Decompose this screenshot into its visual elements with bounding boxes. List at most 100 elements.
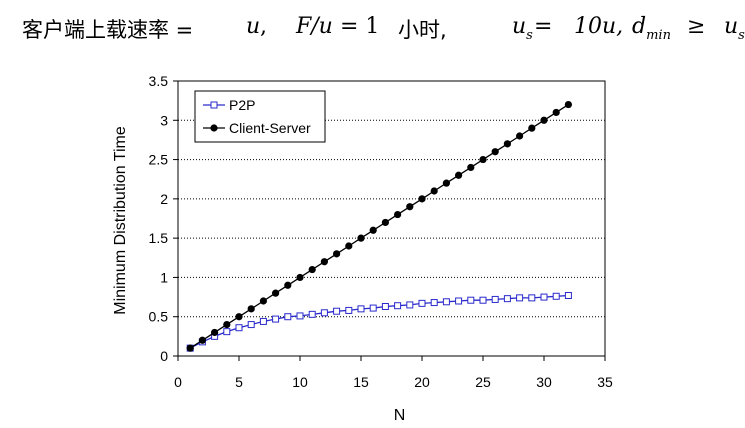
legend-client-server-marker — [210, 124, 218, 132]
p2p-point — [296, 312, 304, 320]
x-tick-label: 0 — [174, 374, 182, 390]
geq-sign: ≥ — [687, 14, 706, 39]
legend-p2p-marker — [210, 101, 218, 109]
y-tick-label: 2 — [160, 191, 168, 207]
p2p-point — [369, 304, 377, 312]
p2p-point — [479, 296, 487, 304]
p2p-point — [540, 293, 548, 301]
x-tick-label: 20 — [414, 374, 430, 390]
dmin-symbol: dmin — [632, 14, 671, 43]
p2p-point — [503, 295, 511, 303]
p2p-point — [320, 309, 328, 317]
client-server-point — [320, 258, 328, 266]
legend-p2p-label: P2P — [229, 97, 255, 113]
client-server-point — [467, 163, 475, 172]
client-server-point — [211, 328, 219, 337]
x-tick-label: 25 — [475, 374, 491, 390]
p2p-point — [381, 303, 389, 310]
y-tick-label: 0 — [160, 348, 168, 364]
legend-box — [194, 90, 326, 143]
y-tick-label: 3 — [160, 112, 168, 128]
client-server-point — [455, 171, 463, 179]
y-axis-label: Minimum Distribution Time — [112, 126, 129, 315]
client-server-point — [284, 281, 292, 289]
client-server-point — [528, 124, 536, 132]
client-server-point — [406, 203, 414, 211]
plot-frame — [177, 80, 606, 357]
formula-header: 客户端上载速率 = u , F/u = 1 小时, us = 10u, dmin… — [22, 14, 745, 54]
client-server-point — [296, 273, 304, 282]
client-server-point — [198, 336, 206, 344]
client-server-point — [516, 132, 524, 140]
comma: , — [260, 14, 267, 39]
client-server-point — [503, 140, 511, 148]
p2p-point — [455, 297, 463, 305]
client-server-point — [381, 218, 389, 227]
legend-client-server-label: Client-Server — [229, 120, 311, 136]
p2p-point — [345, 306, 353, 314]
ten-u: 10u, — [574, 14, 624, 39]
x-axis-label: N — [394, 407, 406, 424]
p2p-point — [308, 310, 316, 318]
hour-label: 小时, — [398, 18, 447, 42]
p2p-point — [333, 307, 341, 315]
p2p-point — [418, 299, 426, 307]
client-server-point — [345, 242, 353, 250]
x-tick-label: 35 — [597, 374, 613, 390]
x-tick-label: 15 — [353, 374, 369, 390]
x-tick-label: 10 — [292, 374, 308, 390]
p2p-point — [235, 324, 243, 332]
client-server-point — [491, 148, 499, 156]
client-server-point — [272, 289, 280, 297]
client-server-point — [223, 320, 231, 329]
y-tick-label: 3.5 — [149, 73, 169, 89]
client-server-point — [333, 250, 341, 258]
us-symbol: us — [512, 14, 533, 43]
p2p-point — [406, 301, 414, 309]
p2p-point — [467, 296, 475, 304]
upload-rate-label: 客户端上载速率 = — [22, 18, 194, 42]
p2p-point — [284, 313, 292, 321]
client-server-point — [418, 195, 426, 203]
client-server-point — [259, 297, 267, 305]
p2p-point — [552, 292, 560, 300]
p2p-point — [259, 317, 267, 325]
equals-one: = 1 — [340, 14, 380, 39]
client-server-point — [552, 108, 560, 117]
client-server-point — [442, 179, 450, 187]
y-tick-label: 2.5 — [149, 152, 169, 168]
client-server-point — [235, 313, 243, 321]
client-server-point — [308, 265, 316, 274]
p2p-point — [394, 302, 402, 310]
client-server-point — [369, 226, 377, 234]
p2p-line — [189, 294, 569, 349]
p2p-point — [247, 321, 255, 329]
client-server-point — [540, 116, 548, 124]
f-over-u: F/u — [296, 14, 333, 39]
p2p-point — [442, 298, 450, 306]
p2p-point — [516, 294, 524, 302]
client-server-point — [430, 187, 438, 195]
u-symbol: u — [246, 14, 261, 39]
client-server-point — [357, 234, 365, 242]
p2p-point — [430, 299, 438, 307]
x-tick-label: 5 — [235, 374, 243, 390]
p2p-point — [491, 295, 499, 303]
client-server-point — [186, 344, 194, 352]
x-tick-label: 30 — [536, 374, 552, 390]
client-server-point — [247, 305, 255, 313]
p2p-point — [272, 315, 280, 323]
client-server-point — [394, 210, 402, 219]
client-server-point — [479, 155, 487, 164]
y-tick-label: 1.5 — [149, 230, 169, 246]
p2p-point — [223, 328, 231, 336]
y-tick-label: 1 — [160, 269, 168, 285]
client-server-point — [564, 100, 573, 109]
p2p-point — [528, 294, 536, 302]
us2-symbol: us — [724, 14, 745, 43]
p2p-point — [357, 305, 365, 313]
y-tick-label: 0.5 — [149, 309, 169, 325]
p2p-point — [564, 292, 572, 299]
us-equals: = — [534, 14, 553, 39]
